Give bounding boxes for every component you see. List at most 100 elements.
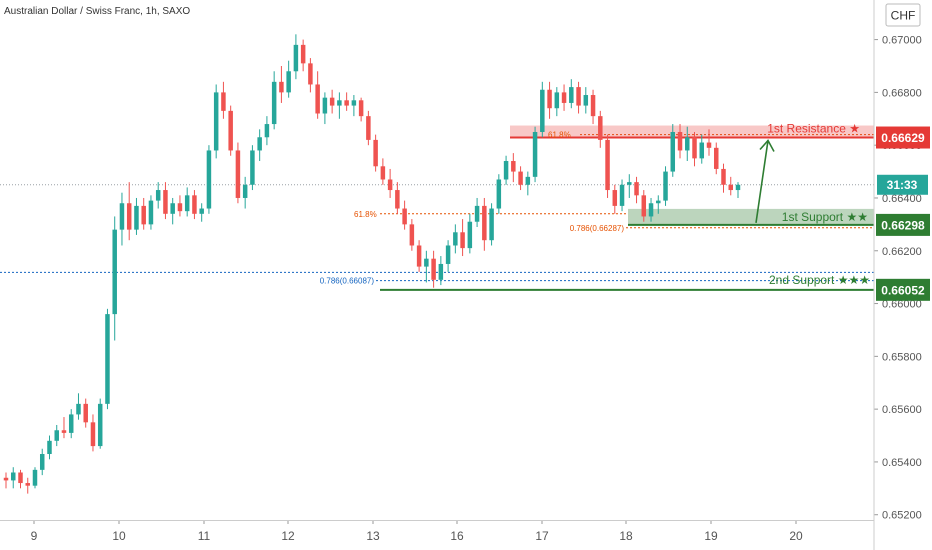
- candle: [561, 84, 567, 111]
- candle-body: [3, 477, 9, 481]
- time-tick-label: 19: [704, 529, 718, 543]
- candle-body: [250, 150, 255, 185]
- candle-body: [511, 161, 516, 172]
- candle-body: [735, 184, 741, 191]
- candle-body: [300, 44, 306, 64]
- candle: [511, 153, 516, 183]
- candle: [431, 250, 436, 288]
- candle-body: [293, 44, 299, 72]
- candle: [221, 81, 226, 119]
- candle-body: [221, 92, 226, 111]
- candle-body: [235, 150, 241, 198]
- candle: [119, 192, 125, 246]
- candle: [416, 240, 422, 272]
- candle-body: [32, 469, 38, 486]
- candle: [228, 105, 233, 156]
- candle: [706, 129, 712, 156]
- currency-button[interactable]: CHF: [885, 3, 921, 27]
- candle-body: [337, 100, 342, 106]
- candle: [445, 240, 451, 272]
- candle-body: [387, 179, 393, 191]
- time-tick-label: 17: [535, 529, 549, 543]
- candle-body: [47, 440, 52, 455]
- candle: [264, 116, 270, 146]
- candle: [199, 203, 204, 222]
- candle: [344, 92, 349, 111]
- projection-arrow-shaft: [755, 140, 769, 224]
- candle-body: [242, 184, 248, 198]
- candle: [677, 124, 683, 159]
- candle: [293, 34, 299, 80]
- candle: [39, 448, 45, 476]
- candle: [496, 174, 502, 214]
- candle: [424, 250, 429, 283]
- countdown-label: 31:33: [887, 178, 918, 192]
- candle: [373, 134, 378, 172]
- candle-body: [76, 403, 81, 415]
- candle-body: [155, 190, 161, 201]
- fib-label: 0.786(0.66287): [570, 224, 625, 233]
- candle-body: [540, 89, 545, 132]
- candle-body: [61, 430, 67, 433]
- candle-body: [358, 100, 364, 117]
- candle: [134, 197, 139, 235]
- price-tick-label: 0.66400: [882, 193, 922, 205]
- candle-body: [395, 190, 400, 209]
- candle-body: [213, 92, 219, 151]
- candle-body: [547, 89, 552, 109]
- candle-body: [18, 472, 23, 484]
- candle-body: [532, 131, 538, 177]
- candle: [569, 79, 574, 109]
- price-tick-label: 0.65600: [882, 404, 922, 416]
- candle: [337, 92, 342, 119]
- candle-body: [416, 245, 422, 267]
- candle: [387, 168, 393, 198]
- candle-body: [598, 116, 603, 140]
- candle: [358, 97, 364, 122]
- candle-body: [351, 100, 357, 106]
- fib-label: 61.8%: [548, 131, 571, 140]
- candle: [68, 409, 74, 439]
- candle: [279, 65, 284, 103]
- candle-body: [648, 203, 654, 217]
- candle: [380, 158, 386, 185]
- candle-body: [163, 190, 168, 214]
- candle-body: [279, 81, 284, 93]
- candle: [409, 219, 415, 251]
- candle: [663, 166, 668, 206]
- time-tick-label: 20: [789, 529, 803, 543]
- resistance-price-label: 0.66629: [881, 131, 925, 145]
- candle-body: [706, 142, 712, 148]
- candle-body: [677, 131, 683, 151]
- candle: [184, 187, 190, 217]
- support1-badge: [876, 213, 930, 236]
- candle: [257, 129, 262, 162]
- candle: [547, 81, 552, 119]
- candle-body: [344, 100, 349, 106]
- currency-label: CHF: [891, 9, 916, 23]
- price-tick-label: 0.66000: [882, 299, 922, 311]
- time-tick-label: 10: [112, 529, 126, 543]
- candle-body: [641, 195, 647, 217]
- candle: [525, 171, 531, 196]
- candle-body: [576, 87, 581, 106]
- candle: [76, 393, 81, 420]
- candle-body: [583, 95, 589, 106]
- candle: [25, 477, 30, 494]
- candle: [11, 467, 16, 489]
- candle: [540, 81, 545, 138]
- candle: [453, 224, 458, 254]
- candle-body: [525, 176, 531, 185]
- candle: [163, 182, 168, 220]
- time-tick-label: 13: [366, 529, 380, 543]
- candle: [206, 145, 212, 214]
- candle-body: [308, 63, 313, 85]
- candle: [518, 166, 523, 191]
- candle-body: [692, 137, 697, 159]
- candle-body: [569, 87, 574, 103]
- price-tick-label: 0.65800: [882, 351, 922, 363]
- support2-price-label: 0.66052: [881, 283, 925, 297]
- time-tick-label: 11: [198, 529, 211, 543]
- candle-body: [170, 203, 175, 214]
